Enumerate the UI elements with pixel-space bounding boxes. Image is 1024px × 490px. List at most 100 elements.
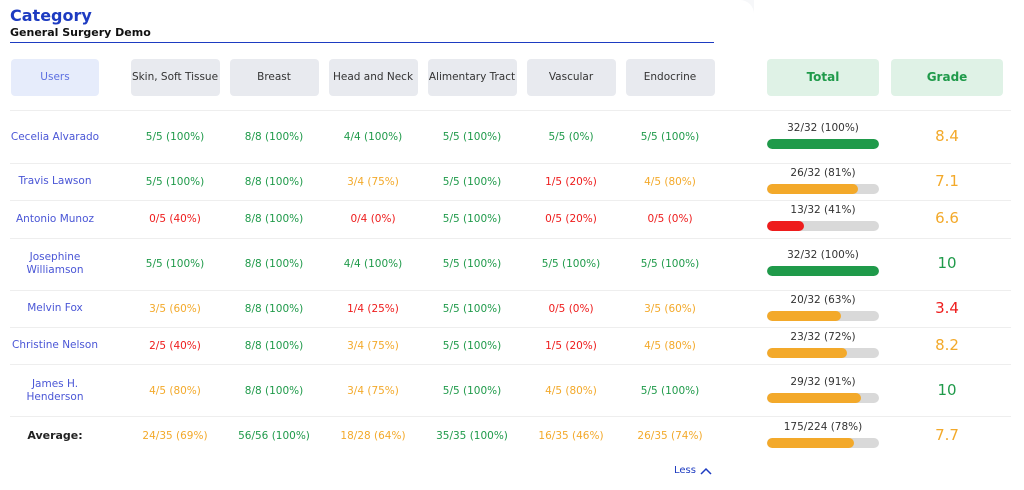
score-cell: 5/5 (100%) <box>145 131 205 143</box>
chevron-up-icon <box>700 467 712 475</box>
row-divider <box>10 290 1011 291</box>
score-cell: 5/5 (100%) <box>442 258 502 270</box>
average-score: 56/56 (100%) <box>238 429 310 442</box>
score-cell: 8/8 (100%) <box>244 213 304 225</box>
score-cell: 8/8 (100%) <box>244 339 304 352</box>
progress-bar <box>767 266 879 276</box>
grade-value: 10 <box>937 254 957 272</box>
user-name-link[interactable]: Josephine Williamson <box>26 251 84 276</box>
score-cell: 5/5 (100%) <box>442 213 502 225</box>
score-cell: 5/5 (100%) <box>145 258 205 270</box>
less-label: Less <box>674 465 696 476</box>
user-name-link[interactable]: Christine Nelson <box>12 339 98 351</box>
column-header-category[interactable]: Skin, Soft Tissue <box>130 59 220 96</box>
row-divider <box>10 163 1011 164</box>
average-score: 18/28 (64%) <box>340 429 406 442</box>
progress-bar-fill <box>767 310 841 321</box>
score-cell: 8/8 (100%) <box>244 131 304 143</box>
score-cell: 5/5 (100%) <box>442 175 502 188</box>
column-header-category[interactable]: Breast <box>229 59 319 96</box>
grade-value: 3.4 <box>935 298 959 317</box>
progress-bar <box>767 310 879 321</box>
column-header-category[interactable]: Vascular <box>526 59 616 96</box>
total-score: 175/224 (78%) <box>783 420 863 433</box>
progress-bar-fill <box>767 183 858 194</box>
score-cell: 8/8 (100%) <box>244 384 304 397</box>
score-cell: 5/5 (100%) <box>442 131 502 143</box>
progress-bar-fill <box>767 221 804 231</box>
grade-value: 10 <box>937 380 957 399</box>
score-cell: 4/5 (80%) <box>644 339 696 352</box>
progress-bar <box>767 392 879 403</box>
user-name-link[interactable]: Antonio Munoz <box>15 212 95 225</box>
page-subtitle: General Surgery Demo <box>10 26 151 39</box>
score-cell: 4/5 (80%) <box>545 384 597 397</box>
grade-value: 7.7 <box>935 425 959 444</box>
score-cell: 3/4 (75%) <box>347 384 399 397</box>
row-divider <box>10 416 1011 417</box>
average-label: Average: <box>27 429 83 442</box>
column-header-total[interactable]: Total <box>767 59 879 96</box>
grade-value: 6.6 <box>935 209 959 227</box>
score-cell: 1/4 (25%) <box>347 302 399 315</box>
progress-bar <box>767 221 879 231</box>
score-cell: 1/5 (20%) <box>545 339 597 352</box>
row-divider <box>10 200 1011 201</box>
user-name-link[interactable]: Travis Lawson <box>18 175 92 187</box>
progress-bar <box>767 139 879 149</box>
total-score: 23/32 (72%) <box>790 330 856 343</box>
score-cell: 8/8 (100%) <box>244 175 304 188</box>
average-score: 24/35 (69%) <box>142 429 208 442</box>
column-header-category[interactable]: Head and Neck <box>328 59 418 96</box>
score-cell: 5/5 (100%) <box>640 258 700 270</box>
progress-bar-fill <box>767 437 855 448</box>
score-cell: 0/5 (40%) <box>149 213 201 225</box>
progress-bar-fill <box>767 139 879 149</box>
total-score: 13/32 (41%) <box>790 204 856 216</box>
score-cell: 3/4 (75%) <box>347 175 399 188</box>
progress-bar-fill <box>767 347 847 358</box>
progress-bar-fill <box>767 392 862 403</box>
total-score: 26/32 (81%) <box>790 166 856 179</box>
user-name-link[interactable]: Cecelia Alvarado <box>10 130 100 143</box>
score-cell: 8/8 (100%) <box>244 258 304 270</box>
score-cell: 3/4 (75%) <box>347 339 399 352</box>
progress-bar <box>767 347 879 358</box>
total-score: 32/32 (100%) <box>787 249 859 261</box>
grade-value: 8.2 <box>935 335 959 354</box>
score-cell: 4/5 (80%) <box>149 384 201 397</box>
user-name-link[interactable]: Melvin Fox <box>27 302 83 314</box>
score-cell: 5/5 (100%) <box>640 384 700 397</box>
score-cell: 5/5 (100%) <box>442 302 502 315</box>
score-cell: 8/8 (100%) <box>244 302 304 315</box>
score-cell: 5/5 (100%) <box>442 339 502 352</box>
score-cell: 0/5 (20%) <box>545 213 597 225</box>
title-divider <box>10 42 714 43</box>
score-cell: 2/5 (40%) <box>149 339 201 352</box>
column-header-users[interactable]: Users <box>11 59 99 96</box>
score-cell: 4/4 (100%) <box>343 131 403 143</box>
progress-bar <box>767 437 879 448</box>
column-header-category[interactable]: Endocrine <box>625 59 715 96</box>
score-cell: 3/5 (60%) <box>644 302 696 315</box>
score-cell: 4/4 (100%) <box>343 258 403 270</box>
grade-value: 7.1 <box>935 171 959 190</box>
row-divider <box>10 327 1011 328</box>
user-name-link[interactable]: James H. Henderson <box>26 377 84 403</box>
score-cell: 5/5 (100%) <box>145 175 205 188</box>
average-score: 35/35 (100%) <box>436 429 508 442</box>
row-divider <box>10 110 1011 111</box>
score-cell: 0/5 (0%) <box>548 302 594 315</box>
score-cell: 0/4 (0%) <box>350 213 396 225</box>
column-header-grade[interactable]: Grade <box>891 59 1003 96</box>
progress-bar-fill <box>767 266 879 276</box>
row-divider <box>10 238 1011 239</box>
progress-bar <box>767 183 879 194</box>
total-score: 29/32 (91%) <box>790 375 856 388</box>
grade-value: 8.4 <box>935 127 959 145</box>
column-header-category[interactable]: Alimentary Tract <box>427 59 517 96</box>
less-button[interactable]: Less <box>674 465 712 476</box>
score-cell: 4/5 (80%) <box>644 175 696 188</box>
total-score: 20/32 (63%) <box>790 293 856 306</box>
score-cell: 5/5 (0%) <box>548 131 594 143</box>
